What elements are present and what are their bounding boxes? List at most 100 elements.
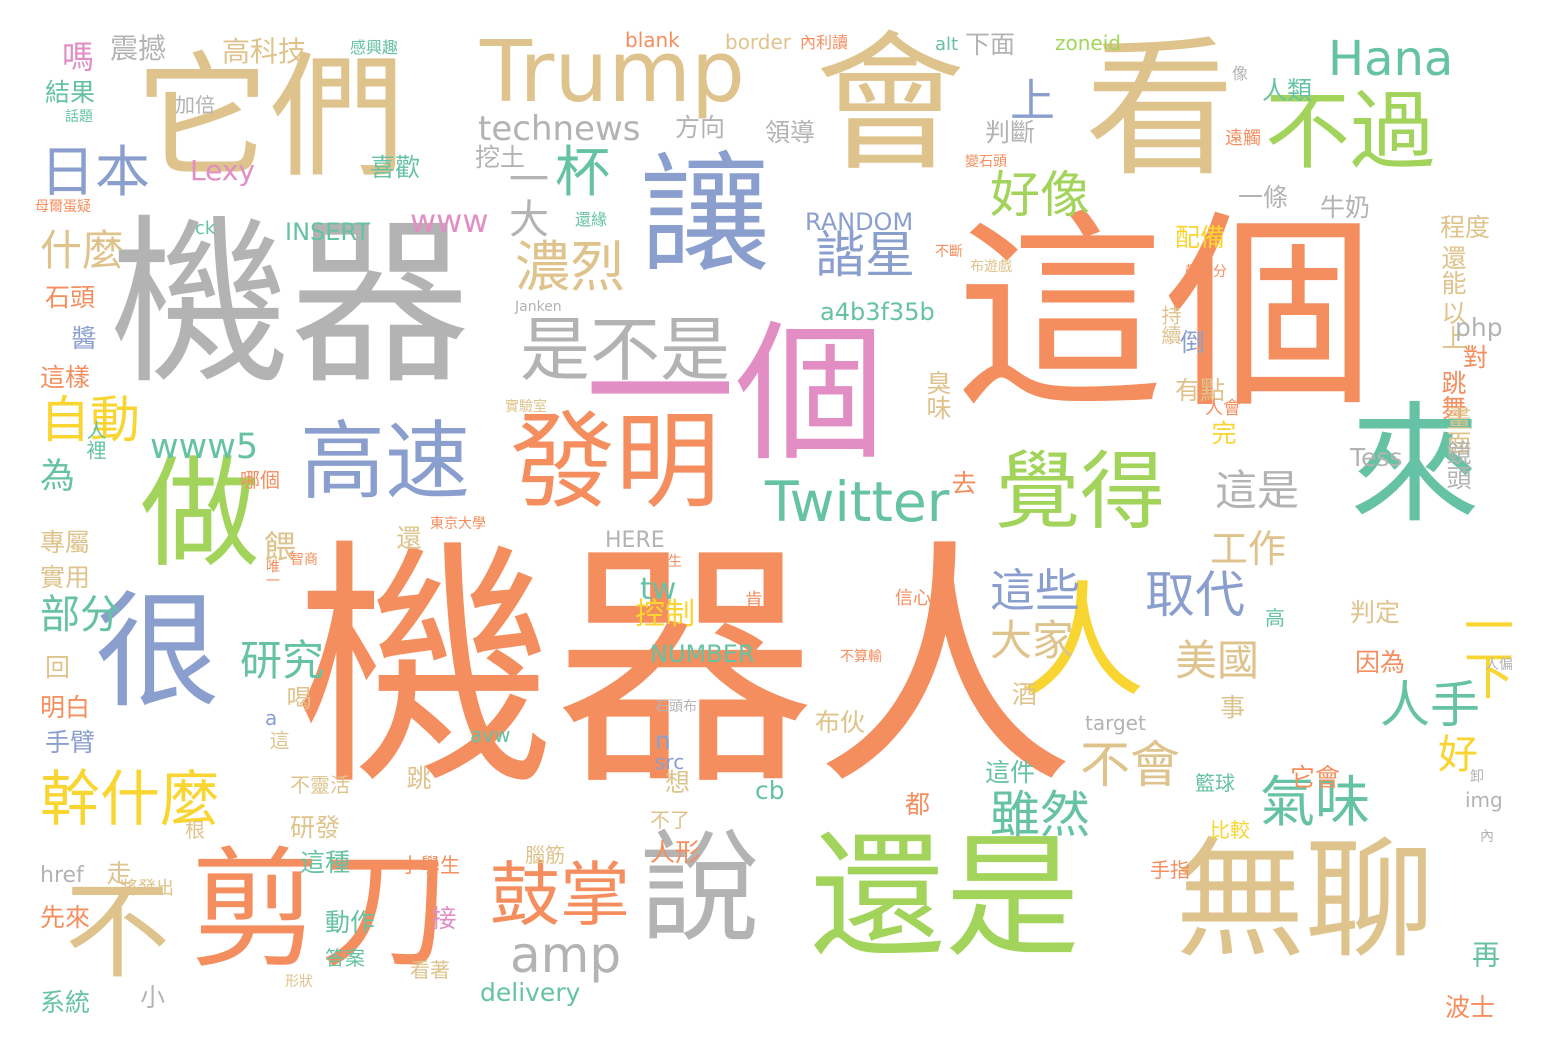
cloud-word: 去: [948, 470, 977, 495]
cloud-word: 剪刀: [190, 834, 451, 986]
cloud-word: 倒: [1180, 328, 1206, 357]
cloud-word: 一個: [585, 308, 886, 482]
cloud-word: 對: [1463, 343, 1489, 372]
cloud-word: 它們: [135, 39, 405, 196]
cloud-word: 好像: [990, 166, 1090, 224]
cloud-word: 還緣: [575, 210, 608, 229]
cloud-word: n: [655, 726, 671, 755]
cloud-word: 畫面: [1443, 405, 1472, 455]
cloud-word: a4b3f35b: [820, 298, 935, 326]
cloud-word: 大學生: [640, 554, 682, 570]
cloud-word: 機器: [110, 200, 471, 409]
cloud-word: 這個: [955, 192, 1376, 437]
cloud-word: 信心: [895, 588, 931, 609]
cloud-word: 鼓掌: [490, 854, 630, 936]
cloud-word: 很: [95, 580, 220, 725]
cloud-word: 研究: [240, 636, 325, 685]
cloud-word: 走: [103, 860, 132, 885]
cloud-word: 布遊戲: [970, 259, 1012, 275]
cloud-word: 幹什麼: [40, 765, 220, 835]
cloud-word: 高: [1265, 606, 1285, 630]
cloud-word: www5: [150, 427, 259, 467]
cloud-word: 手臂: [45, 728, 96, 757]
cloud-word: border: [725, 30, 792, 54]
cloud-word: 不: [65, 871, 171, 993]
cloud-word: 再: [1468, 940, 1501, 968]
cloud-word: 人手: [1380, 676, 1480, 734]
cloud-word: technews: [478, 109, 641, 149]
cloud-word: 臭味: [923, 370, 952, 420]
cloud-word: 牛奶: [1320, 193, 1371, 222]
cloud-word: 動作: [325, 908, 376, 937]
cloud-word: ck: [195, 218, 216, 239]
cloud-word: 說: [640, 820, 760, 959]
cloud-word: 明白: [40, 693, 91, 722]
cloud-word: 加倍: [175, 93, 215, 117]
cloud-word: 以上: [1438, 300, 1467, 350]
cloud-word: 形狀: [285, 974, 313, 990]
cloud-word: 因為: [1355, 648, 1406, 677]
cloud-word: 像: [1229, 65, 1248, 81]
cloud-word: 實驗室: [505, 399, 547, 415]
cloud-word: amp: [510, 926, 622, 984]
cloud-word: 肯定: [745, 590, 781, 611]
cloud-word: 美國: [1175, 636, 1260, 685]
cloud-word: INSERT: [285, 218, 371, 246]
cloud-word: 波士: [1445, 993, 1496, 1022]
cloud-word: 部分: [40, 592, 120, 638]
cloud-word: cb: [755, 776, 785, 805]
cloud-word: 上: [1010, 74, 1056, 127]
cloud-word: 不過: [1265, 83, 1436, 182]
cloud-word: 內: [1480, 829, 1494, 845]
cloud-word: 先來: [40, 903, 91, 932]
cloud-word: 判定: [1350, 598, 1401, 627]
cloud-word: 都: [905, 790, 931, 819]
cloud-word: tw: [640, 572, 677, 607]
cloud-word: 人會: [1205, 398, 1241, 419]
cloud-word: 持續: [1158, 305, 1182, 345]
cloud-word: 這件: [985, 758, 1036, 787]
cloud-word: 程度: [1440, 213, 1491, 242]
cloud-word: 高科技: [222, 35, 307, 68]
cloud-word: 日本: [40, 140, 151, 204]
cloud-word: 跳舞: [1438, 370, 1467, 420]
cloud-word: 方向: [675, 113, 726, 142]
cloud-word: 濃烈: [515, 235, 626, 299]
cloud-word: 酒: [1012, 680, 1038, 709]
cloud-word: 一大: [502, 158, 548, 238]
cloud-word: 研發: [290, 813, 341, 842]
cloud-word: Lexy: [190, 154, 255, 187]
cloud-word: 會: [815, 18, 966, 192]
cloud-word: 專屬: [40, 528, 91, 557]
cloud-word: 籃球: [1195, 771, 1235, 795]
cloud-word: 人形: [650, 838, 701, 867]
cloud-word: 什麼: [40, 226, 125, 275]
cloud-word: 嗎: [57, 40, 95, 72]
cloud-word: 腦筋: [525, 843, 565, 867]
cloud-word: delivery: [480, 978, 581, 1007]
cloud-word: 系統: [40, 988, 91, 1017]
cloud-word: 不了: [650, 808, 690, 832]
cloud-word: Twitter: [765, 470, 950, 534]
cloud-word: 還: [393, 525, 422, 550]
cloud-word: Hana: [1328, 31, 1454, 87]
cloud-word: Tess: [1350, 443, 1403, 472]
cloud-word: 鏡頭: [1443, 440, 1472, 490]
cloud-word: 一下: [1456, 600, 1514, 700]
cloud-word: 手指: [1150, 858, 1190, 882]
cloud-word: 事: [1220, 693, 1246, 722]
cloud-word: 還是: [810, 819, 1080, 976]
cloud-word: 智商: [290, 552, 318, 568]
cloud-word: www: [410, 202, 489, 240]
cloud-word: 諧星: [815, 226, 915, 284]
cloud-word: 領導: [765, 118, 816, 147]
cloud-word: 為: [40, 457, 76, 497]
cloud-word: 人類: [1262, 76, 1313, 105]
cloud-word: HERE: [605, 528, 665, 553]
cloud-word: 挖土: [475, 143, 526, 172]
cloud-word: 還能: [1438, 245, 1467, 295]
cloud-word: 變石頭: [965, 154, 1007, 170]
cloud-word: 控制: [635, 597, 695, 632]
cloud-word: 石頭: [45, 283, 96, 312]
